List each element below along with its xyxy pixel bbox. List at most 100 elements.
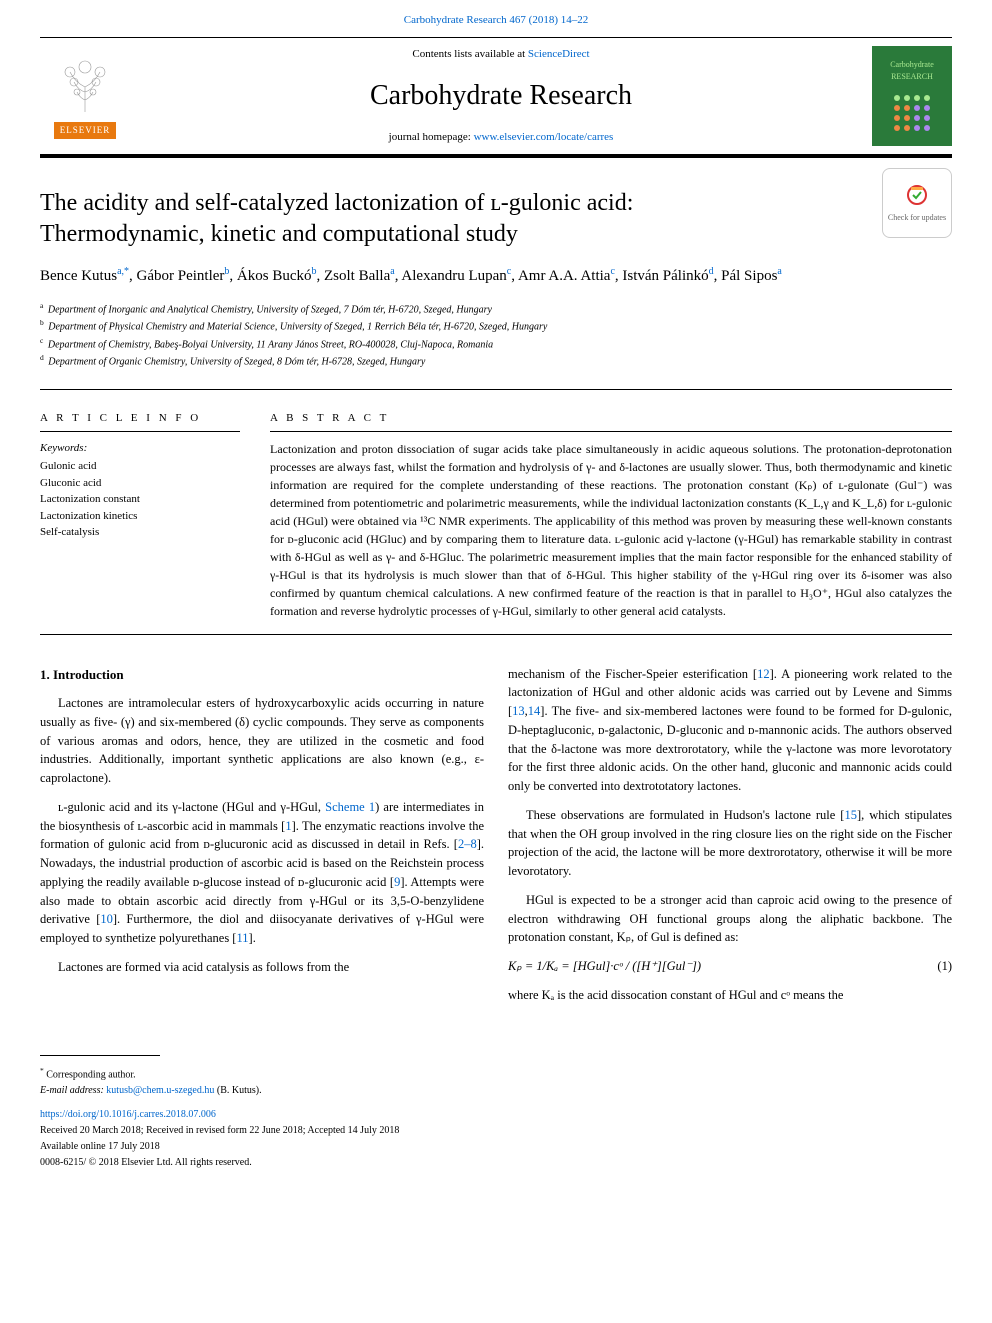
info-divider: [40, 431, 240, 432]
paragraph: where Kₐ is the acid dissocation constan…: [508, 986, 952, 1005]
author: Alexandru Lupanc: [401, 268, 511, 284]
text-span: ]. The five- and six-membered lactones w…: [508, 704, 952, 793]
affiliation: d Department of Organic Chemistry, Unive…: [40, 352, 952, 369]
ref-link[interactable]: 13: [512, 704, 525, 718]
doi-link[interactable]: https://doi.org/10.1016/j.carres.2018.07…: [40, 1109, 216, 1120]
header-center: Contents lists available at ScienceDirec…: [130, 46, 872, 145]
ref-link[interactable]: 2–8: [458, 837, 477, 851]
equation-number: (1): [937, 957, 952, 976]
email-link[interactable]: kutusb@chem.u-szeged.hu: [106, 1085, 214, 1096]
ref-link[interactable]: 14: [528, 704, 541, 718]
author: Bence Kutusa,*: [40, 268, 129, 284]
affiliation: b Department of Physical Chemistry and M…: [40, 317, 952, 334]
affil-link[interactable]: c: [507, 266, 511, 277]
article-info-label: A R T I C L E I N F O: [40, 410, 240, 427]
ref-link[interactable]: 10: [100, 912, 113, 926]
email-line: E-mail address: kutusb@chem.u-szeged.hu …: [40, 1084, 952, 1098]
keyword: Gulonic acid: [40, 458, 240, 475]
email-author: (B. Kutus).: [214, 1085, 261, 1096]
affil-link[interactable]: d: [709, 266, 714, 277]
paragraph: mechanism of the Fischer-Speier esterifi…: [508, 665, 952, 796]
info-abstract-row: A R T I C L E I N F O Keywords: Gulonic …: [40, 410, 952, 620]
author-list: Bence Kutusa,*, Gábor Peintlerb, Ákos Bu…: [40, 264, 952, 288]
right-column: mechanism of the Fischer-Speier esterifi…: [508, 665, 952, 1015]
homepage-link[interactable]: www.elsevier.com/locate/carres: [474, 131, 614, 143]
text-span: These observations are formulated in Hud…: [526, 808, 844, 822]
affil-link[interactable]: b: [224, 266, 229, 277]
footer-divider: [40, 1055, 160, 1056]
abstract-col: A B S T R A C T Lactonization and proton…: [270, 410, 952, 620]
equation-body: Kₚ = 1/Kₐ = [HGul]·cᵒ / ([H⁺][Gul⁻]): [508, 957, 937, 976]
text-span: ʟ-gulonic acid and its γ-lactone (HGul a…: [58, 800, 325, 814]
paragraph: Lactones are intramolecular esters of hy…: [40, 694, 484, 788]
keyword: Self-catalysis: [40, 524, 240, 541]
abstract-text: Lactonization and proton dissociation of…: [270, 440, 952, 620]
title-line-2: Thermodynamic, kinetic and computational…: [40, 221, 518, 247]
affil-link[interactable]: a,*: [117, 266, 129, 277]
citation-link[interactable]: Carbohydrate Research 467 (2018) 14–22: [404, 14, 589, 26]
author: Gábor Peintlerb: [137, 268, 230, 284]
abstract-divider: [270, 431, 952, 432]
available-line: Available online 17 July 2018: [40, 1140, 952, 1154]
affil-link[interactable]: a: [390, 266, 394, 277]
elsevier-label: ELSEVIER: [54, 122, 117, 140]
journal-cover-logo[interactable]: Carbohydrate RESEARCH: [872, 46, 952, 146]
corresp-star: *: [40, 1066, 44, 1075]
copyright-line: 0008-6215/ © 2018 Elsevier Ltd. All righ…: [40, 1156, 952, 1170]
corresp-text: Corresponding author.: [46, 1069, 135, 1080]
contents-prefix: Contents lists available at: [412, 48, 527, 60]
author: Pál Siposa: [721, 268, 782, 284]
elsevier-logo[interactable]: ELSEVIER: [40, 46, 130, 146]
text-span: ].: [249, 931, 256, 945]
ref-link[interactable]: 11: [236, 931, 248, 945]
received-line: Received 20 March 2018; Received in revi…: [40, 1124, 952, 1138]
affil-link[interactable]: c: [610, 266, 614, 277]
ref-link[interactable]: 12: [757, 667, 770, 681]
paragraph: HGul is expected to be a stronger acid t…: [508, 891, 952, 947]
keywords-label: Keywords:: [40, 440, 240, 457]
ref-link[interactable]: 15: [844, 808, 857, 822]
journal-logo-bottom: RESEARCH: [891, 71, 933, 83]
keyword: Lactonization kinetics: [40, 508, 240, 525]
body-columns: 1. Introduction Lactones are intramolecu…: [40, 665, 952, 1015]
abstract-label: A B S T R A C T: [270, 410, 952, 427]
section-heading: 1. Introduction: [40, 665, 484, 685]
title-line-1: The acidity and self-catalyzed lactoniza…: [40, 190, 633, 216]
check-updates-label: Check for updates: [888, 212, 946, 224]
contents-line: Contents lists available at ScienceDirec…: [130, 46, 872, 63]
journal-cover-art-icon: [887, 83, 937, 133]
paragraph: ʟ-gulonic acid and its γ-lactone (HGul a…: [40, 798, 484, 948]
check-updates-icon: [902, 182, 932, 212]
paragraph: Lactones are formed via acid catalysis a…: [40, 958, 484, 977]
affiliation: a Department of Inorganic and Analytical…: [40, 300, 952, 317]
scheme-link[interactable]: Scheme 1: [325, 800, 375, 814]
equation-1: Kₚ = 1/Kₐ = [HGul]·cᵒ / ([H⁺][Gul⁻]) (1): [508, 957, 952, 976]
left-column: 1. Introduction Lactones are intramolecu…: [40, 665, 484, 1015]
author: Zsolt Ballaa: [324, 268, 395, 284]
author: Amr A.A. Attiac: [518, 268, 615, 284]
divider: [40, 389, 952, 390]
divider: [40, 634, 952, 635]
paragraph: These observations are formulated in Hud…: [508, 806, 952, 881]
article-info-col: A R T I C L E I N F O Keywords: Gulonic …: [40, 410, 240, 620]
journal-title: Carbohydrate Research: [130, 75, 872, 117]
article-title: The acidity and self-catalyzed lactoniza…: [40, 188, 952, 250]
affiliation-list: a Department of Inorganic and Analytical…: [40, 300, 952, 369]
keyword: Lactonization constant: [40, 491, 240, 508]
text-span: mechanism of the Fischer-Speier esterifi…: [508, 667, 757, 681]
journal-header: ELSEVIER Contents lists available at Sci…: [40, 37, 952, 158]
article-footer: * Corresponding author. E-mail address: …: [0, 1055, 992, 1192]
keyword: Gluconic acid: [40, 475, 240, 492]
citation-header: Carbohydrate Research 467 (2018) 14–22: [0, 0, 992, 37]
homepage-line: journal homepage: www.elsevier.com/locat…: [130, 129, 872, 146]
email-label: E-mail address:: [40, 1085, 106, 1096]
affil-link[interactable]: b: [312, 266, 317, 277]
sciencedirect-link[interactable]: ScienceDirect: [528, 48, 590, 60]
author: István Pálinkód: [622, 268, 713, 284]
corresponding-author: * Corresponding author.: [40, 1066, 952, 1082]
affil-link[interactable]: a: [777, 266, 781, 277]
journal-logo-top: Carbohydrate: [890, 59, 934, 71]
keywords-list: Gulonic acidGluconic acidLactonization c…: [40, 458, 240, 541]
author: Ákos Buckób: [237, 268, 317, 284]
check-updates-badge[interactable]: Check for updates: [882, 168, 952, 238]
